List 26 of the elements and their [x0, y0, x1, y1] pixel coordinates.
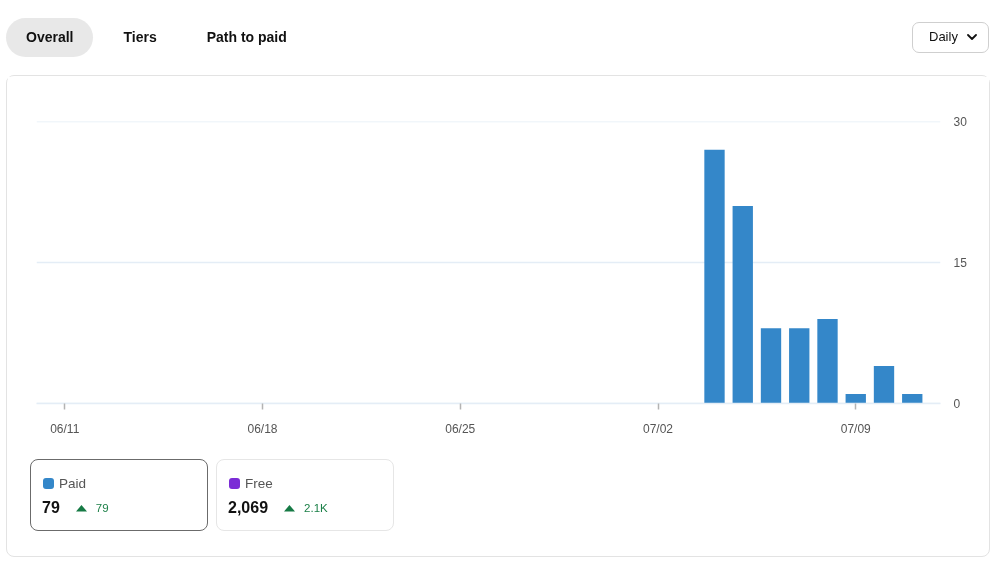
- text: 2.1K: [304, 501, 328, 517]
- bar: [873, 365, 895, 404]
- bar: [789, 328, 810, 404]
- x-tick-label: 06/18: [247, 421, 278, 436]
- y-tick-label: 30: [953, 115, 968, 129]
- x-tick-label: 06/25: [445, 421, 476, 436]
- bar: [760, 328, 782, 404]
- text: Daily: [929, 28, 958, 47]
- bar: [845, 394, 866, 404]
- text: Tiers: [122, 28, 158, 47]
- bar: [817, 318, 838, 404]
- text: 2,069: [228, 498, 269, 518]
- bar: [732, 206, 753, 404]
- x-tick-label: 07/09: [840, 421, 872, 436]
- bar: [902, 394, 923, 404]
- text: Path to paid: [205, 28, 288, 47]
- x-tick-label: 07/02: [642, 421, 674, 436]
- legend-label: Free: [245, 475, 273, 493]
- text: Overall: [6, 18, 94, 57]
- y-tick-label: 0: [953, 397, 961, 411]
- text: 79: [95, 501, 109, 517]
- bar: [704, 149, 725, 404]
- y-tick-label: 15: [953, 256, 968, 270]
- text: 79: [42, 498, 60, 518]
- legend-label: Paid: [59, 475, 87, 493]
- x-tick-label: 06/11: [50, 421, 80, 436]
